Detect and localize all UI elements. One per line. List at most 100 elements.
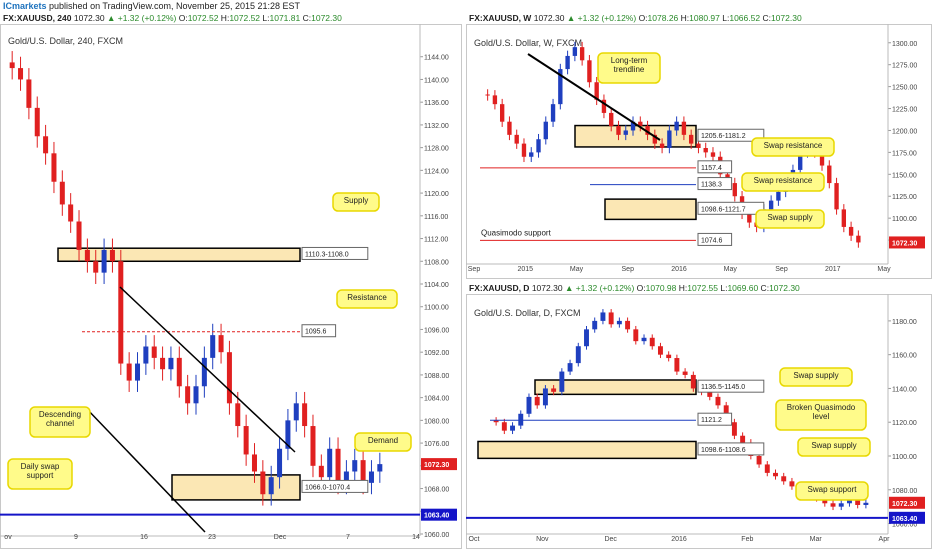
candle-body xyxy=(501,422,507,431)
callout-channel-text: Descending xyxy=(39,410,81,419)
open-value: 1078.26 xyxy=(647,13,679,23)
callout-supply-bubble xyxy=(332,192,380,212)
quasimodo-label: 1074.6 xyxy=(701,237,723,244)
change-value: ▲ +1.32 (+0.12%) xyxy=(106,13,177,23)
callout-trend-bubble xyxy=(597,52,661,84)
candle-body xyxy=(657,346,663,355)
time-tick-label: 2016 xyxy=(671,266,687,273)
price-tick-label: 1068.00 xyxy=(424,487,449,494)
candle-body xyxy=(293,403,299,421)
candle-body xyxy=(565,55,570,70)
quasimodo-label: 1121.2 xyxy=(701,417,722,424)
candle-body xyxy=(572,47,578,56)
chart-canvas-weekly[interactable]: Gold/U.S. Dollar, W, FXCM 1300.00 1275.00 1… xyxy=(466,12,932,280)
support-price-box xyxy=(421,508,457,521)
candle-body xyxy=(715,396,721,406)
time-tick-label: Apr xyxy=(879,536,891,543)
chart-pane-daily[interactable]: FX:XAUUSD, D 1072.30 ▲ +1.32 (+0.12%) O:… xyxy=(466,282,932,550)
time-tick-label: 23 xyxy=(208,534,216,541)
price-tick-label: 1076.00 xyxy=(424,441,449,448)
symbol-label[interactable]: FX:XAUUSD, 240 xyxy=(3,13,72,23)
chart-pane-weekly[interactable]: FX:XAUUSD, W 1072.30 ▲ +1.32 (+0.12%) O:… xyxy=(466,12,932,280)
current-price-box xyxy=(889,496,925,509)
low-value: 1066.52 xyxy=(729,13,761,23)
low-value: 1069.60 xyxy=(727,283,759,293)
price-tick-label: 1120.00 xyxy=(892,420,917,427)
symbol-label[interactable]: FX:XAUUSD, W xyxy=(469,13,532,23)
candle-body xyxy=(731,422,737,436)
candle-body xyxy=(559,371,565,392)
candle-body xyxy=(827,165,832,184)
candle-body xyxy=(822,498,828,504)
candle-body xyxy=(667,130,672,148)
candle-body xyxy=(260,471,266,495)
time-tick-label: May xyxy=(724,266,738,273)
candle-body xyxy=(625,320,631,330)
price-tick-label: 1275.00 xyxy=(892,63,917,70)
time-tick-label: Dec xyxy=(604,536,617,543)
resistance-label: 1095.6 xyxy=(305,329,327,336)
candle-body xyxy=(856,235,861,243)
candle-body xyxy=(521,143,527,157)
price-tick-label: 1250.00 xyxy=(892,85,917,92)
callout-trend-text: trendline xyxy=(614,65,645,74)
price-tick-label: 1150.00 xyxy=(892,172,917,179)
callout-swap-support-text: Swap support xyxy=(808,485,858,494)
candle-body xyxy=(616,320,622,325)
supply-top-label-box xyxy=(697,128,765,142)
candle-body xyxy=(819,152,825,166)
candle-body xyxy=(707,391,713,397)
candle-body xyxy=(838,503,844,507)
candle-body xyxy=(534,396,540,406)
candle-body xyxy=(43,136,49,154)
quasimodo-label-box xyxy=(697,232,733,246)
candle-body xyxy=(360,460,366,483)
close-value: 1072.30 xyxy=(311,13,342,23)
candle-body xyxy=(645,126,650,135)
candle-body xyxy=(268,477,274,495)
price-tick-label: 1120.00 xyxy=(424,191,449,198)
callout-swap-res2-text: Swap resistance xyxy=(754,176,813,185)
candle-body xyxy=(526,396,532,414)
candle-body xyxy=(616,126,621,135)
callout-swap-supply-bubble xyxy=(755,209,825,229)
current-price-label: 1072.30 xyxy=(892,240,917,247)
pane-header: FX:XAUUSD, W 1072.30 ▲ +1.32 (+0.12%) O:… xyxy=(469,13,802,23)
candle-body xyxy=(567,363,573,372)
current-price-label: 1072.30 xyxy=(424,462,449,469)
current-price-box xyxy=(421,458,457,471)
zone-swap_supply1 xyxy=(534,379,697,396)
channel-upper-line xyxy=(119,286,296,453)
callout-swap-supply2-bubble xyxy=(797,437,871,457)
chart-canvas-daily[interactable]: Gold/U.S. Dollar, D, FXCM 1180.00 1160.00 1… xyxy=(466,282,932,550)
chart-pane-h4[interactable]: FX:XAUUSD, 240 1072.30 ▲ +1.32 (+0.12%) … xyxy=(0,12,462,550)
candle-body xyxy=(51,153,57,182)
support-price-box xyxy=(889,511,925,524)
resistance-label-box xyxy=(301,324,337,338)
candle-body xyxy=(126,363,132,381)
callout-swap-res1-text: Swap resistance xyxy=(764,141,823,150)
time-tick-label: 2017 xyxy=(825,266,841,273)
support-price-label: 1063.40 xyxy=(424,513,449,520)
candle-body xyxy=(584,329,589,347)
symbol-label[interactable]: FX:XAUUSD, D xyxy=(469,283,530,293)
price-tick-label: 1088.00 xyxy=(424,373,449,380)
chart-canvas-h4[interactable]: Gold/U.S. Dollar, 240, FXCM 1144.00 1140.0… xyxy=(0,12,462,550)
time-tick-label: May xyxy=(570,266,584,273)
price-tick-label: 1175.00 xyxy=(892,150,917,157)
candle-body xyxy=(681,121,687,135)
price-tick-label: 1132.00 xyxy=(424,123,449,130)
candle-body xyxy=(608,312,614,325)
swap-supply2-label-box xyxy=(697,442,765,456)
candle-body xyxy=(210,335,216,358)
candle-body xyxy=(652,134,658,144)
candle-body xyxy=(551,388,557,392)
open-value: 1072.52 xyxy=(187,13,219,23)
price-tick-label: 1200.00 xyxy=(892,128,917,135)
time-tick-label: 16 xyxy=(140,534,148,541)
publisher-brand[interactable]: ICmarkets xyxy=(3,1,47,11)
candle-body xyxy=(690,374,696,389)
candle-body xyxy=(649,337,655,347)
candle-body xyxy=(609,112,614,127)
candle-body xyxy=(68,204,74,222)
